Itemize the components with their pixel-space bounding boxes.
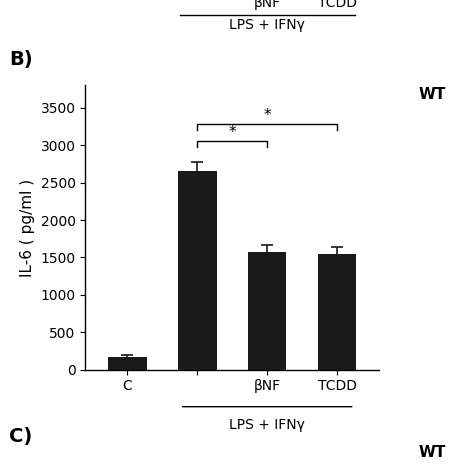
Y-axis label: IL-6 ( pg/ml ): IL-6 ( pg/ml ) bbox=[20, 178, 35, 277]
Text: LPS + IFNγ: LPS + IFNγ bbox=[229, 418, 305, 432]
Text: WT: WT bbox=[418, 445, 446, 460]
Text: TCDD: TCDD bbox=[318, 0, 357, 10]
Text: LPS + IFNγ: LPS + IFNγ bbox=[229, 18, 305, 32]
Text: *: * bbox=[228, 125, 236, 140]
Text: *: * bbox=[264, 108, 271, 123]
Text: C): C) bbox=[9, 427, 33, 446]
Text: WT: WT bbox=[418, 87, 446, 102]
Bar bbox=[318, 254, 356, 370]
Bar bbox=[108, 356, 146, 370]
Bar bbox=[178, 172, 217, 370]
Text: B): B) bbox=[9, 50, 33, 69]
Bar bbox=[248, 252, 286, 370]
Text: βNF: βNF bbox=[254, 0, 281, 10]
